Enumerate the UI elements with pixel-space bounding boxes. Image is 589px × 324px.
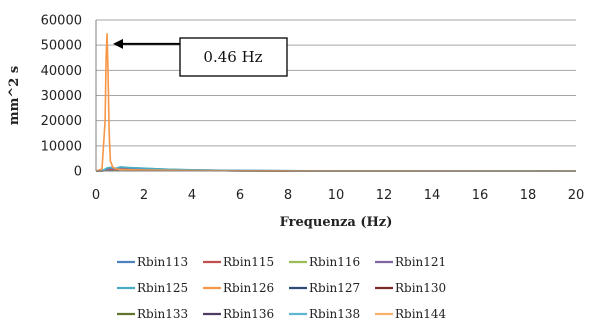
legend-label: Rbin130 (395, 281, 446, 295)
legend-item-rbin126: Rbin126 (203, 281, 274, 295)
legend-item-rbin121: Rbin121 (375, 255, 446, 269)
x-tick-label: 14 (424, 188, 441, 203)
x-axis-label: Frequenza (Hz) (280, 215, 393, 230)
series-line-rbin126 (95, 33, 577, 172)
legend-label: Rbin121 (395, 255, 446, 269)
legend-item-rbin113: Rbin113 (117, 255, 188, 269)
x-tick-label: 12 (376, 188, 393, 203)
legend-item-rbin138: Rbin138 (289, 307, 360, 321)
legend-item-rbin125: Rbin125 (117, 281, 188, 295)
y-tick-label: 0 (74, 165, 82, 180)
x-tick-label: 10 (328, 188, 345, 203)
annotation-text: 0.46 Hz (203, 48, 262, 66)
y-tick-label: 40000 (41, 64, 82, 79)
y-tick-label: 60000 (41, 14, 82, 29)
y-tick-label: 10000 (41, 139, 82, 154)
y-tick-label: 50000 (41, 39, 82, 54)
grid-lines (96, 19, 576, 172)
annotation-box (179, 37, 288, 77)
legend-label: Rbin138 (309, 307, 360, 321)
tick-labels: 0 10000 20000 30000 40000 50000 60000 0 2 4 6 8 10 12… (41, 14, 585, 204)
y-tick-label: 20000 (41, 114, 82, 129)
legend-label: Rbin136 (223, 307, 274, 321)
x-tick-label: 4 (188, 188, 196, 203)
legend-item-rbin136: Rbin136 (203, 307, 274, 321)
x-tick-label: 20 (568, 188, 585, 203)
legend-label: Rbin126 (223, 281, 274, 295)
x-tick-label: 18 (520, 188, 537, 203)
x-tick-label: 16 (472, 188, 489, 203)
legend-item-rbin116: Rbin116 (289, 255, 360, 269)
x-tick-label: 8 (284, 188, 292, 203)
peak-annotation: 0.46 Hz (113, 37, 288, 77)
x-tick-label: 0 (92, 188, 100, 203)
legend-label: Rbin125 (137, 281, 188, 295)
legend-item-rbin144: Rbin144 (375, 307, 447, 321)
legend-item-rbin127: Rbin127 (289, 281, 360, 295)
legend-label: Rbin116 (309, 255, 360, 269)
x-tick-label: 2 (140, 188, 148, 203)
legend-label: Rbin115 (223, 255, 274, 269)
x-tick-label: 6 (236, 188, 244, 203)
legend-label: Rbin133 (137, 307, 188, 321)
legend-item-rbin133: Rbin133 (117, 307, 188, 321)
legend-item-rbin115: Rbin115 (203, 255, 274, 269)
legend-label: Rbin144 (395, 307, 447, 321)
legend-label: Rbin113 (137, 255, 188, 269)
y-axis-label: mm^2 s (7, 66, 22, 125)
legend: Rbin113 Rbin115 Rbin116 Rbin121 Rbin125 Rbin1… (117, 255, 447, 321)
series-lines (95, 33, 577, 172)
y-tick-label: 30000 (41, 89, 82, 104)
axes (95, 20, 576, 172)
legend-label: Rbin127 (309, 281, 360, 295)
legend-item-rbin130: Rbin130 (375, 281, 446, 295)
